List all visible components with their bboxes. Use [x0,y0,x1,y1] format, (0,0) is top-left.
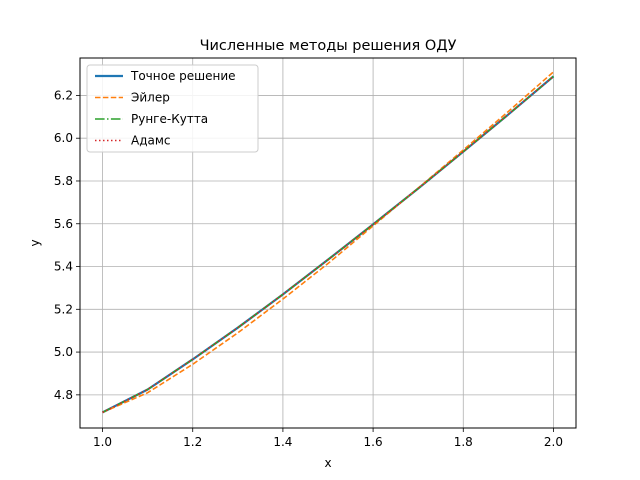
y-tick-label: 6.0 [54,131,73,145]
legend-box [86,64,259,153]
y-tick-label: 6.2 [54,88,73,102]
y-tick-label: 4.8 [54,388,73,402]
legend-label-3: Рунге-Кутта [131,112,208,126]
series-line-2 [102,71,554,414]
x-ticks: 1.0 1.2 1.4 1.6 1.8 2.0 [93,428,563,449]
x-tick-label: 1.4 [273,435,292,449]
y-axis-label: y [28,239,42,246]
y-tick-label: 5.8 [54,174,73,188]
plot-frame [79,57,577,429]
y-tick-label: 5.2 [54,302,73,316]
y-tick-label: 5.6 [54,217,73,231]
legend-label-2: Эйлер [131,91,170,105]
x-tick-label: 1.2 [183,435,202,449]
legend-label-1: Точное решение [130,69,236,83]
chart-title: Численные методы решения ОДУ [200,38,457,54]
x-tick-label: 1.8 [454,435,473,449]
x-tick-label: 1.6 [364,435,383,449]
grid [80,58,576,428]
y-tick-label: 5.4 [54,260,73,274]
x-axis-label: x [324,456,331,470]
x-tick-label: 2.0 [544,435,563,449]
legend-label-4: Адамс [131,134,171,148]
legend: Точное решение Эйлер Рунге-Кутта Адамс [86,64,259,153]
x-tick-label: 1.0 [93,435,112,449]
series-line-4 [102,75,554,414]
y-tick-label: 5.0 [54,345,73,359]
y-ticks: 4.8 5.0 5.2 5.4 5.6 5.8 6.0 6.2 [54,88,80,402]
series-layer [102,71,555,414]
